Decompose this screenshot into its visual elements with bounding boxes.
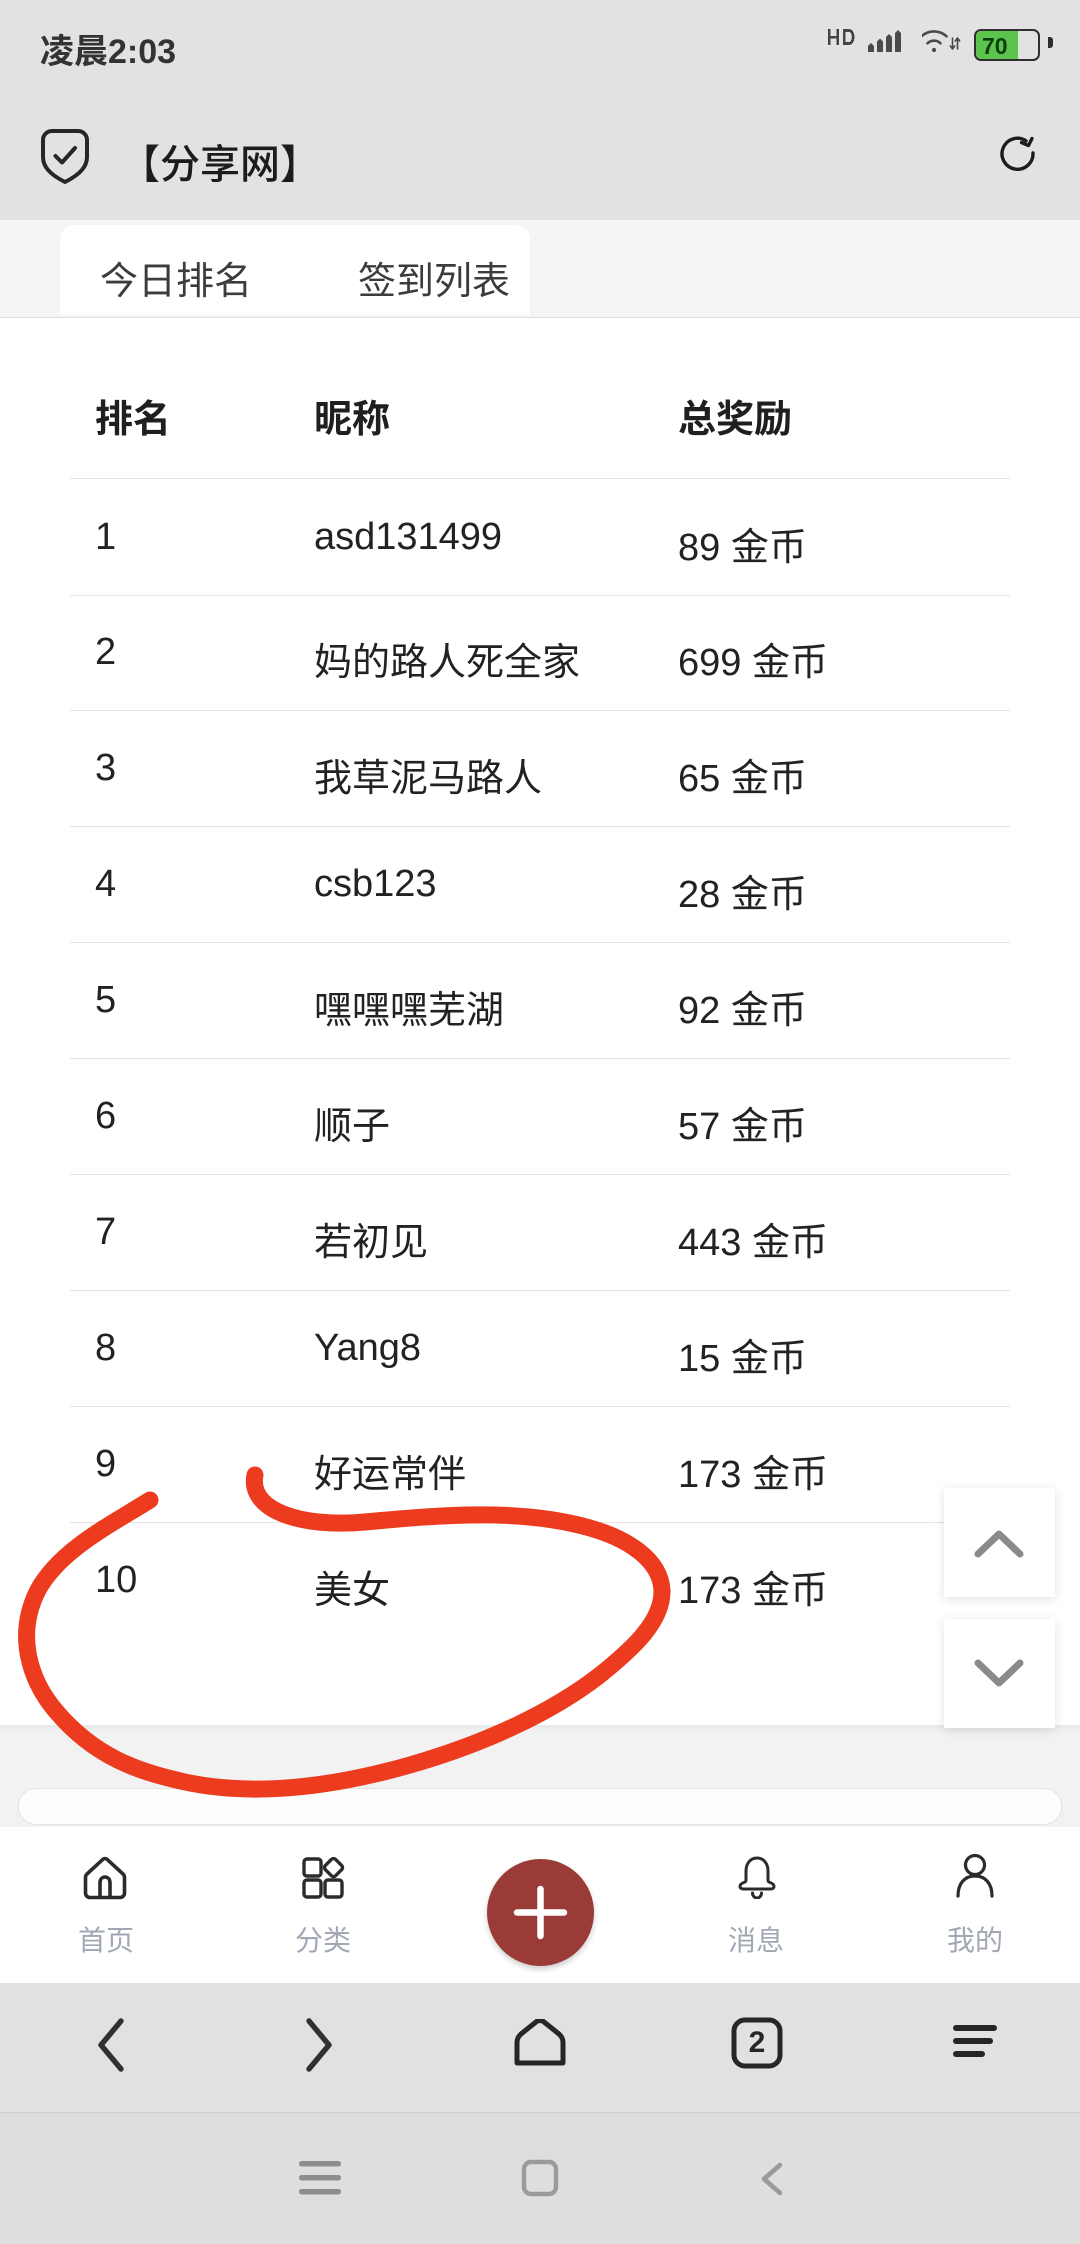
svg-text:2: 2 xyxy=(749,2026,766,2059)
